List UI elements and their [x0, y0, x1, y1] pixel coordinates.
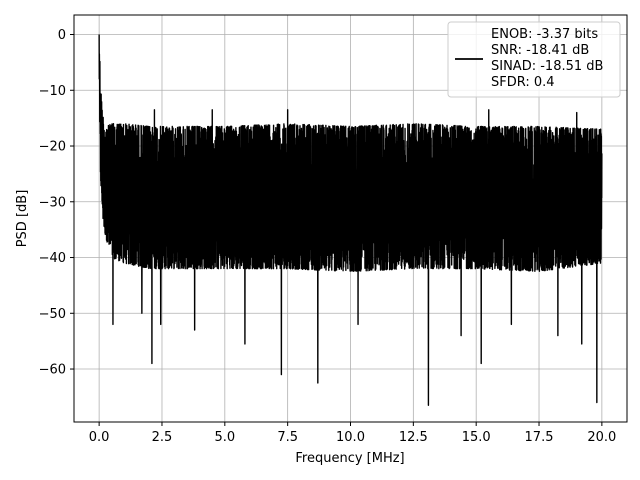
y-tick-label: −20 [39, 140, 66, 155]
x-tick-label: 20.0 [587, 430, 616, 445]
x-tick-label: 10.0 [336, 430, 365, 445]
y-tick-label: −50 [39, 307, 66, 322]
psd-series-line [98, 34, 603, 406]
y-tick-label: −40 [39, 251, 66, 266]
x-tick-label: 12.5 [399, 430, 428, 445]
y-tick-label: −30 [39, 195, 66, 210]
x-tick-label: 15.0 [462, 430, 491, 445]
x-tick-label: 17.5 [525, 430, 554, 445]
y-axis-label: PSD [dB] [15, 190, 30, 248]
legend-snr: SNR: -18.41 dB [491, 43, 589, 58]
y-tick-label: 0 [58, 28, 66, 43]
legend-sfdr: SFDR: 0.4 [491, 75, 555, 90]
legend-enob: ENOB: -3.37 bits [491, 27, 598, 42]
x-tick-label: 0.0 [89, 430, 110, 445]
legend: ENOB: -3.37 bits SNR: -18.41 dB SINAD: -… [447, 21, 621, 98]
x-tick-label: 7.5 [277, 430, 298, 445]
x-tick-label: 5.0 [214, 430, 235, 445]
legend-box [447, 21, 621, 98]
series-layer [98, 34, 603, 406]
y-tick-label: −10 [39, 84, 66, 99]
y-axis: 0 −10 −20 −30 −40 −50 −60 [39, 28, 74, 378]
legend-sinad: SINAD: -18.51 dB [491, 59, 603, 74]
x-axis-label: Frequency [MHz] [295, 451, 404, 466]
y-tick-label: −60 [39, 363, 66, 378]
x-axis: 0.0 2.5 5.0 7.5 10.0 12.5 15.0 17.5 20.0 [89, 422, 616, 445]
x-tick-label: 2.5 [152, 430, 173, 445]
